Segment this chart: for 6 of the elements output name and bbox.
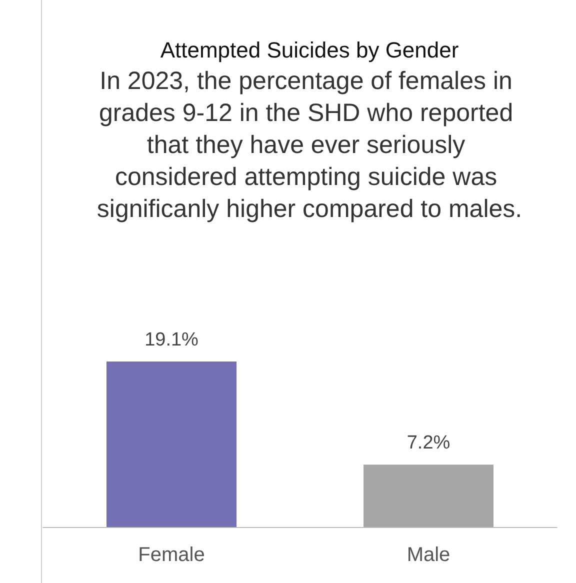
chart-title: Attempted Suicides by Gender bbox=[160, 38, 459, 62]
data-label: 7.2% bbox=[406, 432, 450, 454]
x-tick-label: Male bbox=[406, 544, 450, 566]
x-tick-label: Female bbox=[138, 544, 205, 566]
data-label: 19.1% bbox=[144, 329, 199, 350]
chart-subtitle: In 2023, the percentage of females in grades 9-12 in the SHD who reported that they have ever seriously considered attempting suicide was significanly higher compared to males. bbox=[96, 67, 522, 223]
